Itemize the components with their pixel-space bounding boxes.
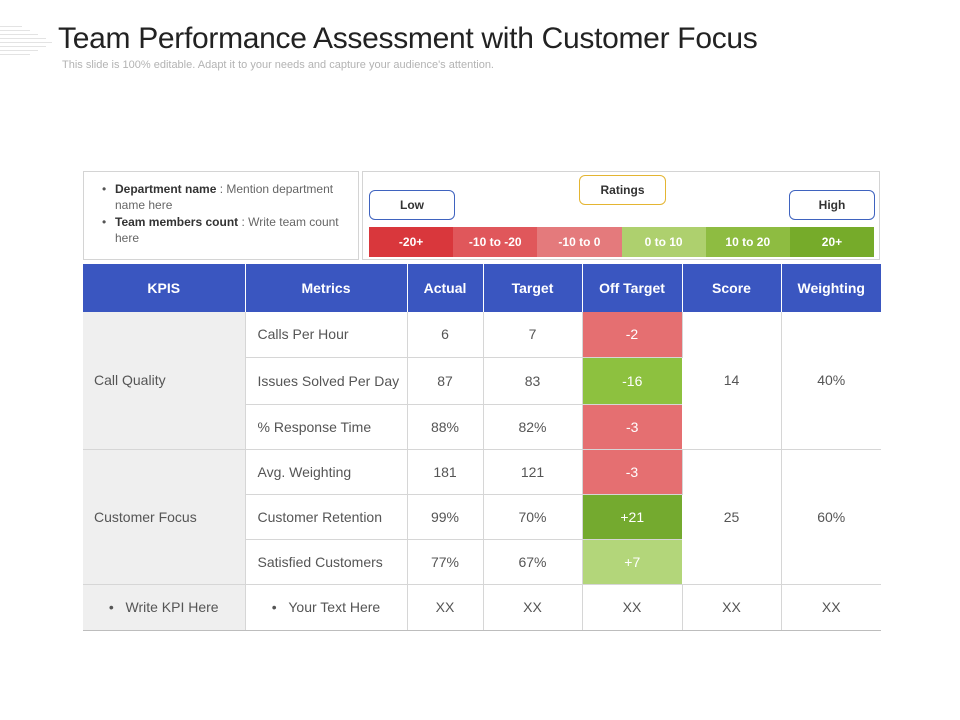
header-actual: Actual: [407, 264, 484, 312]
page-title: Team Performance Assessment with Custome…: [58, 22, 758, 55]
off-target-cell: +21: [582, 494, 682, 540]
off-target-cell: -16: [582, 357, 682, 405]
metric-cell: Issues Solved Per Day: [245, 357, 408, 405]
kpi-cell: Call Quality: [83, 312, 246, 450]
off-target-cell: -3: [582, 449, 683, 495]
info-item-team-count: Team members count : Write team count he…: [102, 214, 346, 246]
header-score: Score: [682, 264, 782, 312]
footer-kpi-text: Write KPI Here: [109, 599, 219, 615]
table-row: Customer Focus Avg. Weighting 181 121 -3…: [83, 449, 881, 585]
rating-scale: -20+ -10 to -20 -10 to 0 0 to 10 10 to 2…: [369, 227, 875, 257]
header-kpis: KPIS: [83, 264, 246, 312]
footer-actual-cell: XX: [407, 584, 484, 631]
metric-cell: Calls Per Hour: [245, 312, 408, 358]
decorative-lines: [0, 26, 52, 58]
footer-score-cell: XX: [682, 584, 782, 631]
ratings-legend: Ratings Low High -20+ -10 to -20 -10 to …: [362, 171, 880, 260]
department-info-box: Department name : Mention department nam…: [83, 171, 359, 260]
performance-table: KPIS Metrics Actual Target Off Target Sc…: [83, 264, 881, 631]
info-label: Team members count: [115, 215, 239, 229]
metric-cell: Satisfied Customers: [245, 539, 408, 585]
info-text: : Mention department name here: [115, 182, 334, 212]
footer-metric-text: Your Text Here: [272, 599, 380, 615]
table-row: Customer Retention 99% 70% +21: [83, 494, 881, 540]
actual-cell: 6: [407, 312, 484, 358]
scale-segment: -20+: [369, 227, 454, 257]
score-cell: 25: [682, 449, 782, 585]
off-target-cell: -2: [582, 312, 683, 358]
actual-cell: 77%: [407, 539, 484, 585]
footer-kpi-cell: Write KPI Here: [83, 584, 246, 631]
metric-cell: Customer Retention: [245, 494, 408, 540]
footer-weighting-cell: XX: [781, 584, 881, 631]
actual-cell: 88%: [407, 404, 484, 450]
score-cell: 14: [682, 312, 782, 450]
header-weighting: Weighting: [781, 264, 881, 312]
actual-cell: 87: [407, 357, 484, 405]
target-cell: 121: [483, 449, 583, 495]
off-target-cell: -3: [582, 404, 682, 450]
actual-cell: 99%: [407, 494, 484, 540]
footer-off-target-cell: XX: [582, 584, 683, 631]
info-text: : Write team count here: [115, 215, 339, 245]
kpi-cell: Customer Focus: [83, 449, 246, 585]
weighting-cell: 60%: [781, 449, 881, 585]
weighting-cell: 40%: [781, 312, 881, 450]
footer-target-cell: XX: [483, 584, 583, 631]
info-label: Department name: [115, 182, 217, 196]
target-cell: 83: [483, 357, 583, 405]
header-metrics: Metrics: [245, 264, 408, 312]
actual-cell: 181: [407, 449, 484, 495]
low-label: Low: [369, 190, 455, 220]
table-row: % Response Time 88% 82% -3: [83, 404, 881, 450]
header-target: Target: [483, 264, 583, 312]
target-cell: 67%: [483, 539, 583, 585]
page-subtitle: This slide is 100% editable. Adapt it to…: [62, 59, 494, 71]
info-item-department: Department name : Mention department nam…: [102, 181, 346, 213]
scale-segment: 0 to 10: [621, 227, 706, 257]
table-footer-row: Write KPI Here Your Text Here XX XX XX X…: [83, 584, 881, 631]
scale-segment: 10 to 20: [705, 227, 790, 257]
off-target-cell: +7: [582, 539, 682, 585]
target-cell: 7: [483, 312, 583, 358]
footer-metric-cell: Your Text Here: [245, 584, 408, 631]
table-header-row: KPIS Metrics Actual Target Off Target Sc…: [83, 264, 881, 312]
info-list: Department name : Mention department nam…: [102, 181, 346, 246]
scale-segment: -10 to 0: [537, 227, 622, 257]
target-cell: 82%: [483, 404, 583, 450]
table-row: Issues Solved Per Day 87 83 -16: [83, 357, 881, 405]
ratings-title: Ratings: [579, 175, 666, 205]
table-row: Satisfied Customers 77% 67% +7: [83, 539, 881, 585]
header-off-target: Off Target: [582, 264, 683, 312]
metric-cell: Avg. Weighting: [245, 449, 408, 495]
target-cell: 70%: [483, 494, 583, 540]
scale-segment: 20+: [789, 227, 875, 257]
high-label: High: [789, 190, 875, 220]
table-row: Call Quality Calls Per Hour 6 7 -2 14 40…: [83, 312, 881, 450]
scale-segment: -10 to -20: [453, 227, 538, 257]
metric-cell: % Response Time: [245, 404, 408, 450]
